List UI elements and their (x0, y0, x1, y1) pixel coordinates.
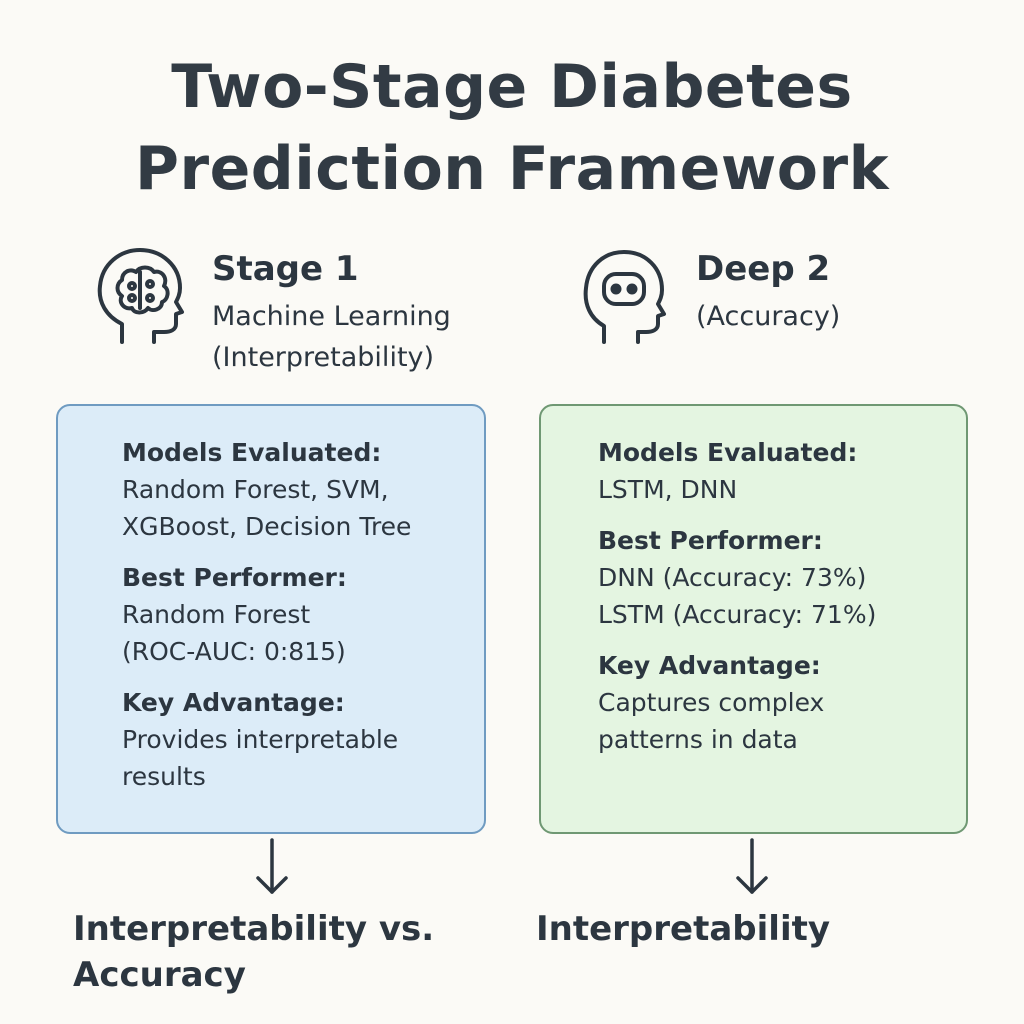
stage-2-card: Models Evaluated: LSTM, DNN Best Perform… (539, 404, 968, 834)
outcome-line: Interpretability (536, 909, 831, 949)
stage-1-subtitle-line-2: (Interpretability) (212, 342, 435, 373)
stage-2-title: Deep 2 (696, 249, 831, 289)
section-line: Random Forest, SVM, (122, 475, 389, 504)
section-line: LSTM (Accuracy: 71%) (598, 600, 877, 629)
section-label: Models Evaluated: (598, 438, 858, 467)
section-line: Captures complex (598, 688, 825, 717)
stage-2-advantage-section: Key Advantage: Captures complex patterns… (598, 647, 966, 758)
brain-head-icon (97, 248, 184, 344)
stage-1-title: Stage 1 (212, 249, 359, 289)
section-line: results (122, 762, 206, 791)
section-label: Best Performer: (598, 526, 823, 555)
stage-1-subtitle-line-1: Machine Learning (212, 301, 451, 332)
section-line: Random Forest (122, 600, 311, 629)
section-line: LSTM, DNN (598, 475, 738, 504)
title-line-2: Prediction Framework (135, 134, 889, 204)
section-label: Models Evaluated: (122, 438, 382, 467)
stage-2-outcome: Interpretability (536, 906, 830, 952)
section-label: Key Advantage: (598, 651, 821, 680)
outcome-line: Accuracy (73, 955, 246, 995)
section-line: DNN (Accuracy: 73%) (598, 563, 867, 592)
section-line: (ROC-AUC: 0:815) (122, 637, 346, 666)
stage-2-heading: Deep 2 (Accuracy) (696, 242, 840, 337)
outcome-line: Interpretability vs. (73, 909, 435, 949)
section-line: XGBoost, Decision Tree (122, 512, 412, 541)
stage-1-advantage-section: Key Advantage: Provides interpretable re… (122, 684, 484, 795)
stage-2-subtitle-line-1: (Accuracy) (696, 301, 841, 332)
robot-head-icon (583, 250, 666, 344)
stage-2-best-section: Best Performer: DNN (Accuracy: 73%) LSTM… (598, 522, 966, 633)
stage-1-models-section: Models Evaluated: Random Forest, SVM, XG… (122, 434, 484, 545)
stage-1-best-section: Best Performer: Random Forest (ROC-AUC: … (122, 559, 484, 670)
title-line-1: Two-Stage Diabetes (171, 52, 853, 122)
arrow-down-icon (736, 838, 768, 894)
stage-2-subtitle: (Accuracy) (696, 296, 840, 337)
stage-1-outcome: Interpretability vs. Accuracy (73, 906, 434, 998)
section-line: patterns in data (598, 725, 798, 754)
stage-1-card: Models Evaluated: Random Forest, SVM, XG… (56, 404, 486, 834)
section-label: Key Advantage: (122, 688, 345, 717)
stage-2-models-section: Models Evaluated: LSTM, DNN (598, 434, 966, 508)
section-line: Provides interpretable (122, 725, 399, 754)
page-title: Two-Stage Diabetes Prediction Framework (0, 46, 1024, 210)
stage-1-subtitle: Machine Learning (Interpretability) (212, 296, 451, 378)
stage-1-heading: Stage 1 Machine Learning (Interpretabili… (212, 242, 451, 378)
section-label: Best Performer: (122, 563, 347, 592)
arrow-down-icon (256, 838, 288, 894)
